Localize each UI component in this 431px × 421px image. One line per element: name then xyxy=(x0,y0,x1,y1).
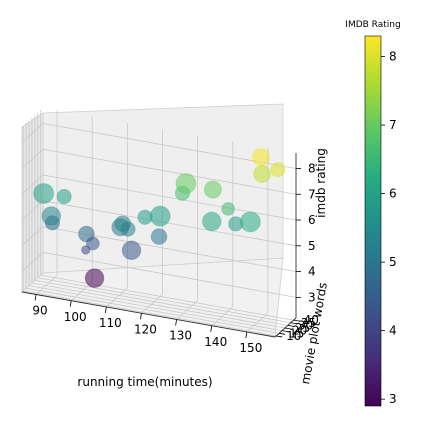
x-tick-label: 140 xyxy=(204,335,227,349)
colorbar-label: IMDB Rating xyxy=(345,20,400,30)
scatter-point xyxy=(85,236,100,251)
y-tick-label: 20 xyxy=(292,324,307,338)
x-tick-label: 110 xyxy=(99,316,122,330)
x-axis-ticks: 90 100 110 120 130 140 150 xyxy=(32,294,262,355)
colorbar-tick-label: 3 xyxy=(389,392,397,406)
scatter-point xyxy=(120,221,136,237)
x-tick-label: 150 xyxy=(239,341,262,355)
scatter-points xyxy=(33,147,286,288)
z-axis-ticks: 3 4 5 6 7 8 xyxy=(296,161,316,304)
scatter-point xyxy=(270,162,286,178)
z-axis-label: imdb rating xyxy=(314,148,328,218)
colorbar-tick-label: 5 xyxy=(389,255,397,269)
y-tick-label: 10 xyxy=(286,329,301,343)
y-tick-label: 30 xyxy=(298,318,313,332)
x-tick-label: 100 xyxy=(64,310,87,324)
z-tick-label: 4 xyxy=(308,265,316,279)
scatter-point xyxy=(239,211,261,233)
y-tick-label: 40 xyxy=(304,313,319,327)
axis-lines xyxy=(21,153,297,338)
z-tick-label: 7 xyxy=(308,187,316,201)
scatter-point xyxy=(175,173,197,195)
x-tick-label: 120 xyxy=(134,322,157,336)
scatter-point xyxy=(251,147,270,167)
scatter-point xyxy=(81,245,91,255)
scatter-point xyxy=(150,228,168,245)
x-axis-label: running time(minutes) xyxy=(77,375,212,389)
scatter-point xyxy=(149,205,171,227)
scatter-point xyxy=(221,201,236,216)
x-tick-label: 130 xyxy=(169,329,192,343)
scatter-point xyxy=(252,164,272,183)
scatter-point xyxy=(201,211,222,232)
colorbar-tick-label: 4 xyxy=(389,324,397,338)
z-tick-label: 8 xyxy=(308,161,316,175)
y-tick-label: 25 xyxy=(295,321,310,335)
scatter-point xyxy=(137,209,153,225)
z-tick-label: 6 xyxy=(308,213,316,227)
scatter-point xyxy=(56,188,72,205)
scatter-point xyxy=(121,240,142,261)
z-tick-label: 5 xyxy=(308,239,316,253)
scatter-point xyxy=(84,268,105,288)
colorbar-ticks: 3 4 5 6 7 8 xyxy=(381,50,397,406)
colorbar-tick-label: 7 xyxy=(389,118,397,132)
scatter-point xyxy=(41,206,62,226)
y-tick-label: 35 xyxy=(301,316,316,330)
colorbar-tick-label: 6 xyxy=(389,187,397,201)
colorbar xyxy=(364,35,382,407)
z-tick-label: 3 xyxy=(308,290,316,304)
colorbar-tick-label: 8 xyxy=(389,50,397,64)
y-tick-label: 15 xyxy=(289,326,304,340)
x-tick-label: 90 xyxy=(32,304,47,318)
scatter-point xyxy=(203,180,222,199)
scatter-point xyxy=(33,182,55,204)
